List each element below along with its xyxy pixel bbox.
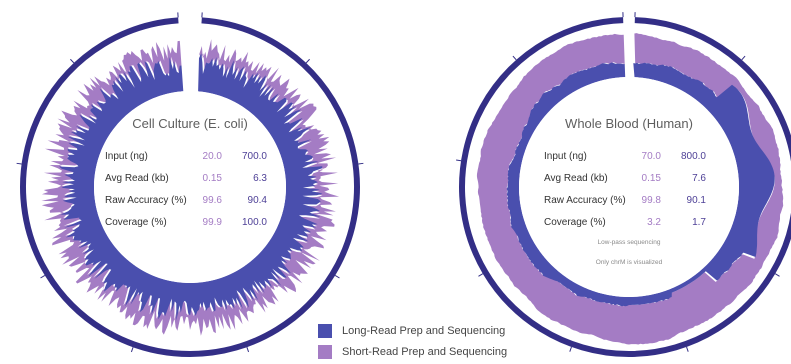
short-read-value: 0.15 <box>203 173 223 184</box>
ring-tick <box>742 56 745 60</box>
ring-tick <box>775 274 779 277</box>
ring-tick <box>41 275 45 278</box>
ring-tick <box>513 56 516 60</box>
ring-tick <box>570 347 572 352</box>
legend-item-long-read: Long-Read Prep and Sequencing <box>318 322 507 340</box>
short-read-value: 99.8 <box>642 195 662 206</box>
ring-tick <box>70 59 73 63</box>
ring-tick <box>17 163 22 164</box>
ring-tick <box>478 274 482 277</box>
short-read-value: 20.0 <box>203 151 223 162</box>
short-read-value: 0.15 <box>642 173 662 184</box>
legend-swatch-short-read <box>318 345 332 359</box>
long-read-value: 700.0 <box>242 151 267 162</box>
whole-blood-panel: Whole Blood (Human) Input (ng) 70.0 800.0 Av… <box>456 12 791 354</box>
row-label: Raw Accuracy (%) <box>105 195 187 206</box>
legend: Long-Read Prep and Sequencing Short-Read… <box>318 322 507 364</box>
ring-tick <box>456 160 461 161</box>
long-read-value: 1.7 <box>692 217 706 228</box>
ring-tick <box>358 163 363 164</box>
legend-item-short-read: Short-Read Prep and Sequencing <box>318 343 507 361</box>
row-label: Raw Accuracy (%) <box>544 195 626 206</box>
long-read-value: 7.6 <box>692 173 706 184</box>
long-read-value: 6.3 <box>253 173 267 184</box>
panel-footnote: Low-pass sequencing <box>598 239 661 246</box>
short-read-value: 99.9 <box>203 217 223 228</box>
legend-swatch-long-read <box>318 324 332 338</box>
row-label: Input (ng) <box>544 151 587 162</box>
ring-tick <box>247 347 249 352</box>
long-read-value: 100.0 <box>242 217 267 228</box>
long-read-value: 800.0 <box>681 151 706 162</box>
row-label: Avg Read (kb) <box>105 173 169 184</box>
cell-culture-panel: Cell Culture (E. coli) Input (ng) 20.0 700.… <box>17 12 364 354</box>
panel-title: Whole Blood (Human) <box>565 116 693 131</box>
legend-label-long-read: Long-Read Prep and Sequencing <box>342 325 505 337</box>
ring-tick <box>306 59 309 63</box>
ring-tick <box>131 347 133 352</box>
short-read-value: 3.2 <box>647 217 661 228</box>
row-label: Avg Read (kb) <box>544 173 608 184</box>
short-read-value: 99.6 <box>203 195 223 206</box>
ring-tick <box>335 275 339 278</box>
row-label: Input (ng) <box>105 151 148 162</box>
long-read-value: 90.1 <box>687 195 707 206</box>
long-read-value: 90.4 <box>248 195 268 206</box>
panel-footnote: Only chrM is visualized <box>596 259 663 266</box>
legend-label-short-read: Short-Read Prep and Sequencing <box>342 346 507 358</box>
row-label: Coverage (%) <box>105 217 167 228</box>
short-read-value: 70.0 <box>642 151 662 162</box>
ring-tick <box>687 347 689 352</box>
panel-title: Cell Culture (E. coli) <box>132 116 248 131</box>
row-label: Coverage (%) <box>544 217 606 228</box>
